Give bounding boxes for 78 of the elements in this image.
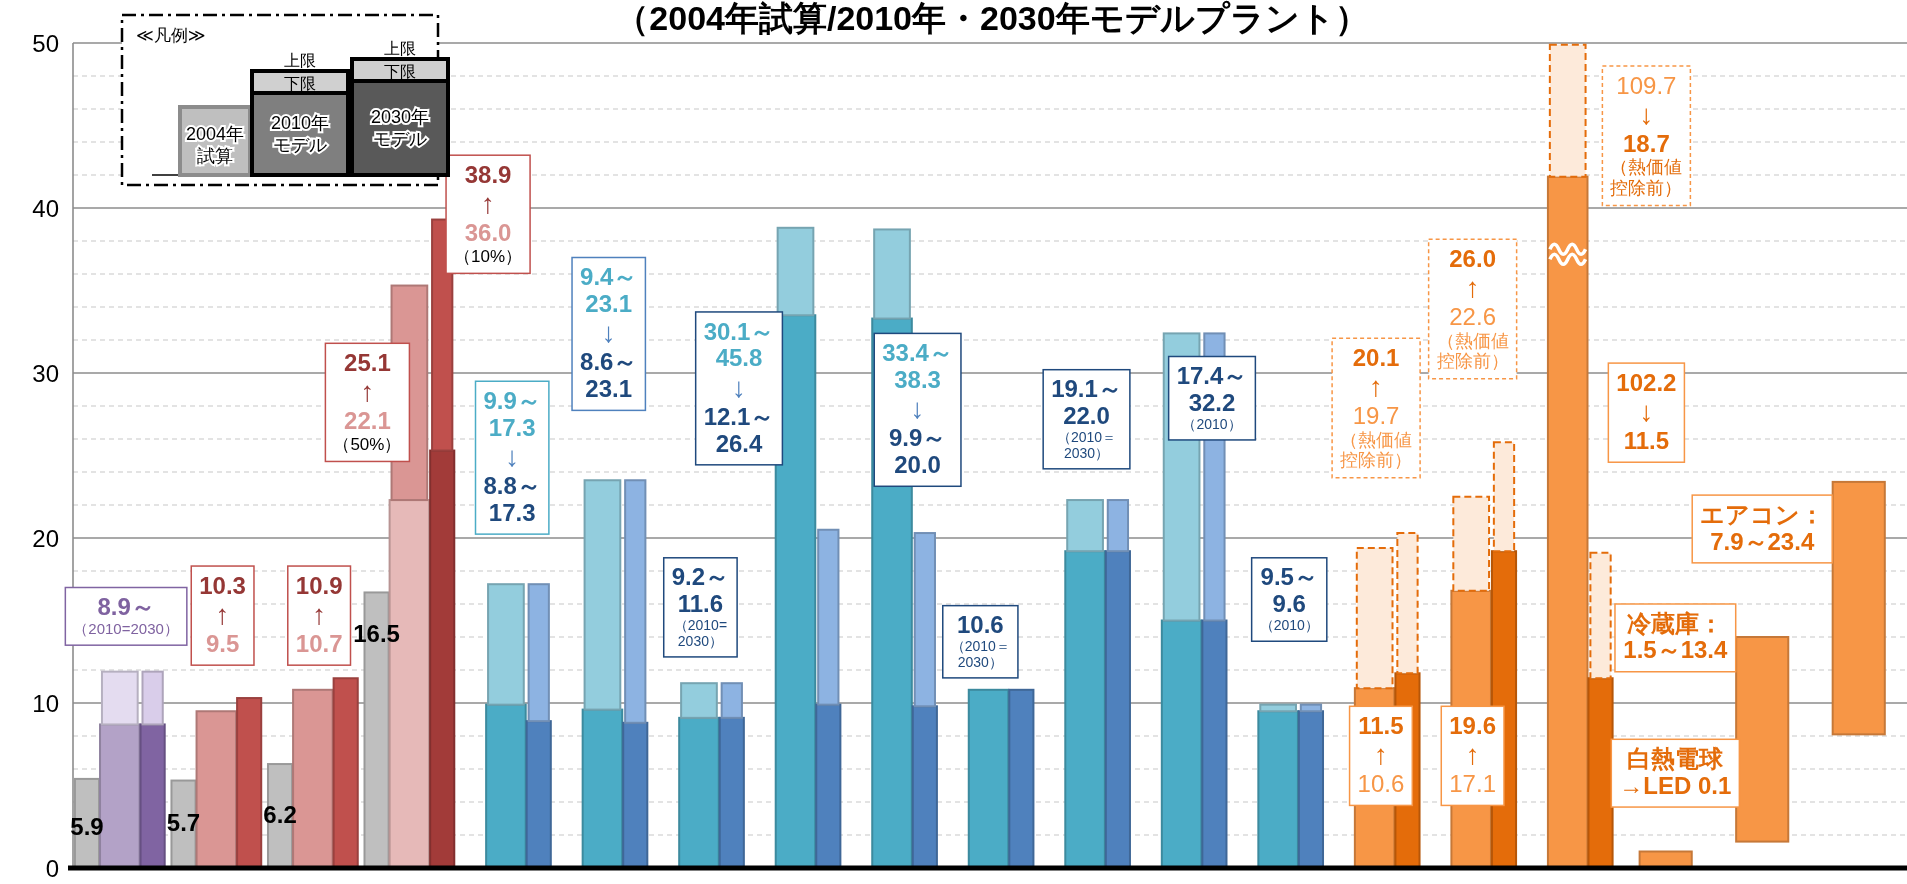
annotation: 10.6 （2010＝ 2030）	[950, 611, 1010, 670]
bar	[873, 228, 911, 320]
annotation: 上限	[284, 52, 316, 69]
bar	[1104, 550, 1131, 869]
annotation: 冷蔵庫： 1.5～13.4	[1623, 609, 1729, 664]
bar	[332, 677, 359, 869]
annotation: 6.2	[263, 801, 297, 828]
annotation: 17.4～ 32.2 （2010）	[1176, 362, 1248, 432]
annotation: 102.2 ↓ 11.5	[1616, 368, 1677, 454]
bar	[911, 705, 938, 869]
annotation: 上限	[384, 40, 416, 57]
annotation: 10.9 ↑ 10.7	[295, 571, 343, 657]
annotation: エアコン： 7.9～23.4	[1700, 500, 1825, 555]
annotation: 9.9～ 17.3 ↓ 8.8～ 17.3	[483, 386, 541, 526]
bar	[774, 314, 817, 869]
bar	[1008, 688, 1035, 869]
bar	[624, 479, 647, 724]
bar	[1297, 710, 1325, 869]
chart-title: （2004年試算/2010年・2030年モデルプラント）	[615, 0, 1369, 37]
bar	[1064, 550, 1106, 869]
annotation: 9.2～ 11.6 （2010= 2030）	[671, 563, 730, 649]
annotation: 25.1 ↑ 22.1 （50%）	[333, 348, 402, 454]
y-tick-label: 10	[32, 689, 59, 717]
bar	[1201, 619, 1228, 869]
y-tick-label: 50	[32, 29, 59, 57]
annotation: 白熱電球 →LED 0.1	[1619, 744, 1732, 799]
annotation: 8.9～（2010=2030）	[73, 593, 179, 637]
bar	[913, 532, 936, 708]
annotation: 下限	[384, 63, 416, 80]
bar	[720, 682, 743, 719]
bar	[1259, 703, 1297, 713]
legend-title: ≪凡例≫	[136, 26, 206, 45]
bar	[967, 688, 1010, 869]
annotation: 19.1～ 22.0 （2010＝ 2030）	[1051, 375, 1122, 461]
bar	[718, 716, 745, 869]
annotation: 5.7	[166, 809, 201, 837]
annotation: 2010年モデル	[270, 113, 330, 155]
bar	[527, 583, 550, 723]
annotation: 10.3 ↑ 9.5	[199, 571, 246, 657]
bar	[1548, 43, 1587, 178]
bar	[236, 697, 263, 869]
annotation: 26.0 ↑ 22.6 （熱価値控除前）	[1436, 244, 1509, 371]
annotation: 19.6 ↑ 17.1	[1449, 711, 1496, 798]
bar	[1299, 703, 1323, 713]
bar	[1160, 619, 1203, 869]
bar	[525, 720, 552, 869]
bar	[487, 583, 525, 706]
bar	[1066, 499, 1104, 553]
bar	[817, 528, 840, 706]
annotation: 38.9 ↑ 36.0 （10%）	[454, 160, 523, 266]
bar	[680, 682, 718, 719]
bar	[622, 721, 649, 869]
annotation: 5.9	[70, 812, 104, 840]
annotation: 109.7 ↓ 18.7 （熱価値控除前）	[1610, 71, 1683, 198]
annotation: 9.4～ 23.1 ↓ 8.6～ 23.1	[580, 263, 638, 403]
bar	[100, 670, 139, 726]
bar	[1106, 499, 1130, 553]
annotation: 30.1～ 45.8 ↓ 12.1～ 26.4	[703, 317, 775, 457]
bar	[815, 703, 842, 869]
annotation: 2004年試算	[185, 124, 245, 166]
y-tick-label: 0	[45, 854, 59, 882]
y-tick-label: 20	[32, 524, 59, 552]
y-tick-label: 30	[32, 359, 59, 387]
annotation: 33.4～ 38.3 ↓ 9.9～ 20.0	[882, 339, 953, 478]
annotation: 11.5 ↑ 10.6	[1357, 711, 1405, 798]
annotation: 20.1 ↑ 19.7 （熱価値控除前）	[1340, 343, 1413, 470]
bar	[1257, 710, 1299, 869]
bar	[581, 708, 624, 869]
annotation: 2030年モデル	[370, 107, 430, 149]
annotation: 下限	[284, 75, 316, 92]
bar	[485, 703, 527, 869]
bar	[776, 226, 815, 317]
bar	[139, 723, 166, 869]
bar	[583, 479, 622, 711]
bar	[678, 716, 720, 869]
y-tick-label: 40	[32, 194, 59, 222]
annotation: 9.5～ 9.6 （2010）	[1259, 563, 1319, 634]
annotation: 16.5	[353, 619, 400, 647]
